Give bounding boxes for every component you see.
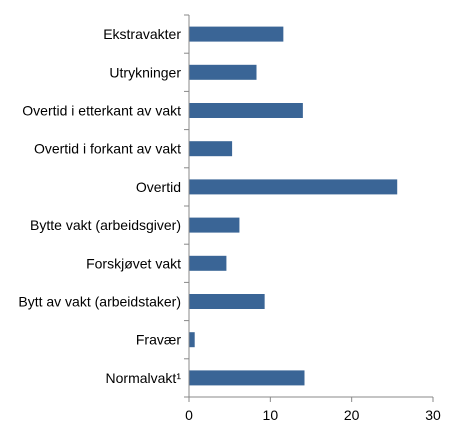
x-tick-label: 10	[263, 407, 279, 423]
bar	[189, 179, 398, 195]
category-label: Normalvakt¹	[106, 370, 182, 386]
category-label: Utrykninger	[109, 64, 181, 80]
category-label: Overtid i forkant av vakt	[34, 141, 181, 157]
category-labels: Ekstravakter Utrykninger Overtid i etterka…	[18, 26, 181, 386]
category-label: Bytt av vakt (arbeidstaker)	[18, 294, 181, 310]
category-label: Bytte vakt (arbeidsgiver)	[30, 217, 181, 233]
x-tick-labels: 0 10 20 30	[185, 407, 441, 423]
category-label: Ekstravakter	[103, 26, 181, 42]
x-tick-label: 20	[344, 407, 360, 423]
bar	[189, 294, 265, 309]
bar	[189, 141, 233, 157]
bar	[189, 64, 257, 80]
category-label: Fravær	[136, 332, 181, 348]
bar	[189, 217, 240, 233]
bars	[189, 26, 398, 386]
bar	[189, 103, 303, 118]
axes	[184, 14, 434, 402]
category-label: Overtid i etterkant av vakt	[22, 103, 181, 119]
bar	[189, 370, 305, 386]
x-tick-label: 30	[425, 407, 441, 423]
category-label: Forskjøvet vakt	[86, 255, 181, 271]
bar	[189, 255, 227, 271]
category-label: Overtid	[136, 179, 181, 195]
x-tick-label: 0	[185, 407, 193, 423]
bar	[189, 332, 195, 348]
bar	[189, 26, 284, 42]
